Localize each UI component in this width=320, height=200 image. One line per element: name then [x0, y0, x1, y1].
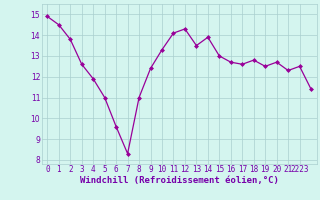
- X-axis label: Windchill (Refroidissement éolien,°C): Windchill (Refroidissement éolien,°C): [80, 176, 279, 185]
